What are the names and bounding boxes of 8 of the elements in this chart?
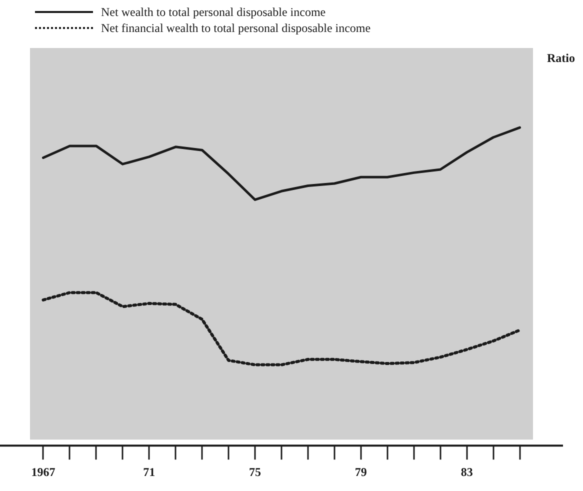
x-tick-label: 1967 [31, 464, 56, 479]
x-tick-label: 79 [354, 464, 367, 479]
text: Ratio [547, 51, 575, 65]
x-tick-label: 71 [143, 464, 156, 479]
legend-label: Net financial wealth to total personal disposable income [101, 20, 371, 36]
x-tick-label: 75 [249, 464, 262, 479]
legend-label: Net wealth to total personal disposable income [101, 4, 326, 20]
x-tick-label: 83 [460, 464, 473, 479]
